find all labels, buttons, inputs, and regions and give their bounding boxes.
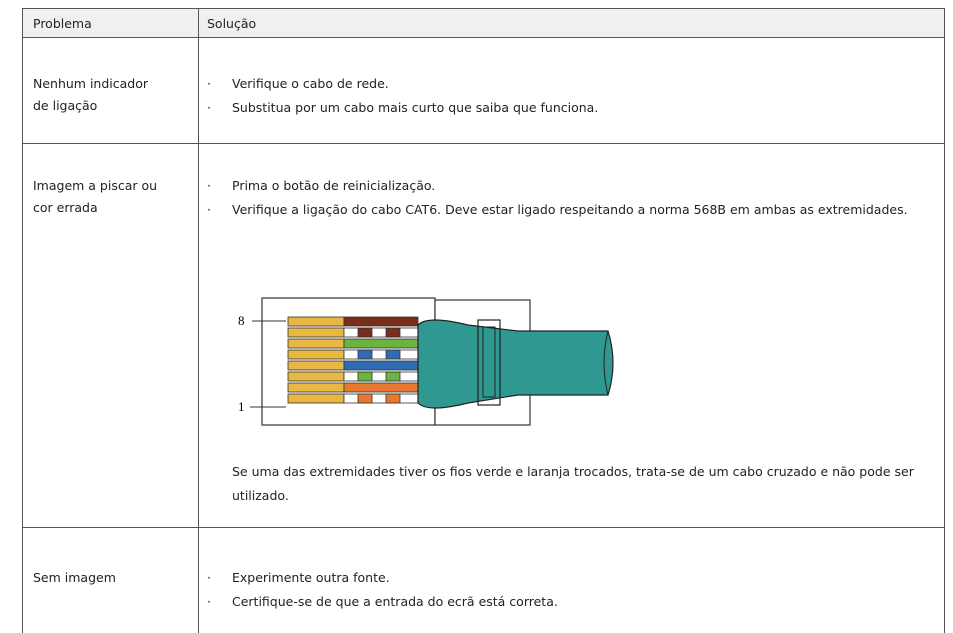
border <box>22 527 945 528</box>
border <box>198 8 199 633</box>
header-row <box>22 8 945 38</box>
header-cell: Problema <box>33 16 92 31</box>
problem: Imagem a piscar ou <box>33 178 158 193</box>
solution: Prima o botão de reinicialização. <box>207 174 932 198</box>
problem: Nenhum indicador <box>33 76 149 91</box>
problem: cor errada <box>33 200 98 215</box>
pin-label: 1 <box>238 399 245 414</box>
pin-label: 8 <box>238 313 245 328</box>
border <box>22 143 945 144</box>
solution: Verifique o cabo de rede. <box>207 72 932 96</box>
solution: Substitua por um cabo mais curto que sai… <box>207 96 932 120</box>
problem: Sem imagem <box>33 570 116 585</box>
problem: de ligação <box>33 98 98 113</box>
solution: Verifique a ligação do cabo CAT6. Deve e… <box>207 198 932 222</box>
note: Se uma das extremidades tiver os fios ve… <box>232 464 914 503</box>
solution: Experimente outra fonte. <box>207 566 932 590</box>
border <box>22 8 23 633</box>
border <box>944 8 945 633</box>
solution: Certifique-se de que a entrada do ecrã e… <box>207 590 932 614</box>
rj45-diagram: 8 1 <box>238 297 614 426</box>
header-cell: Solução <box>207 16 257 31</box>
